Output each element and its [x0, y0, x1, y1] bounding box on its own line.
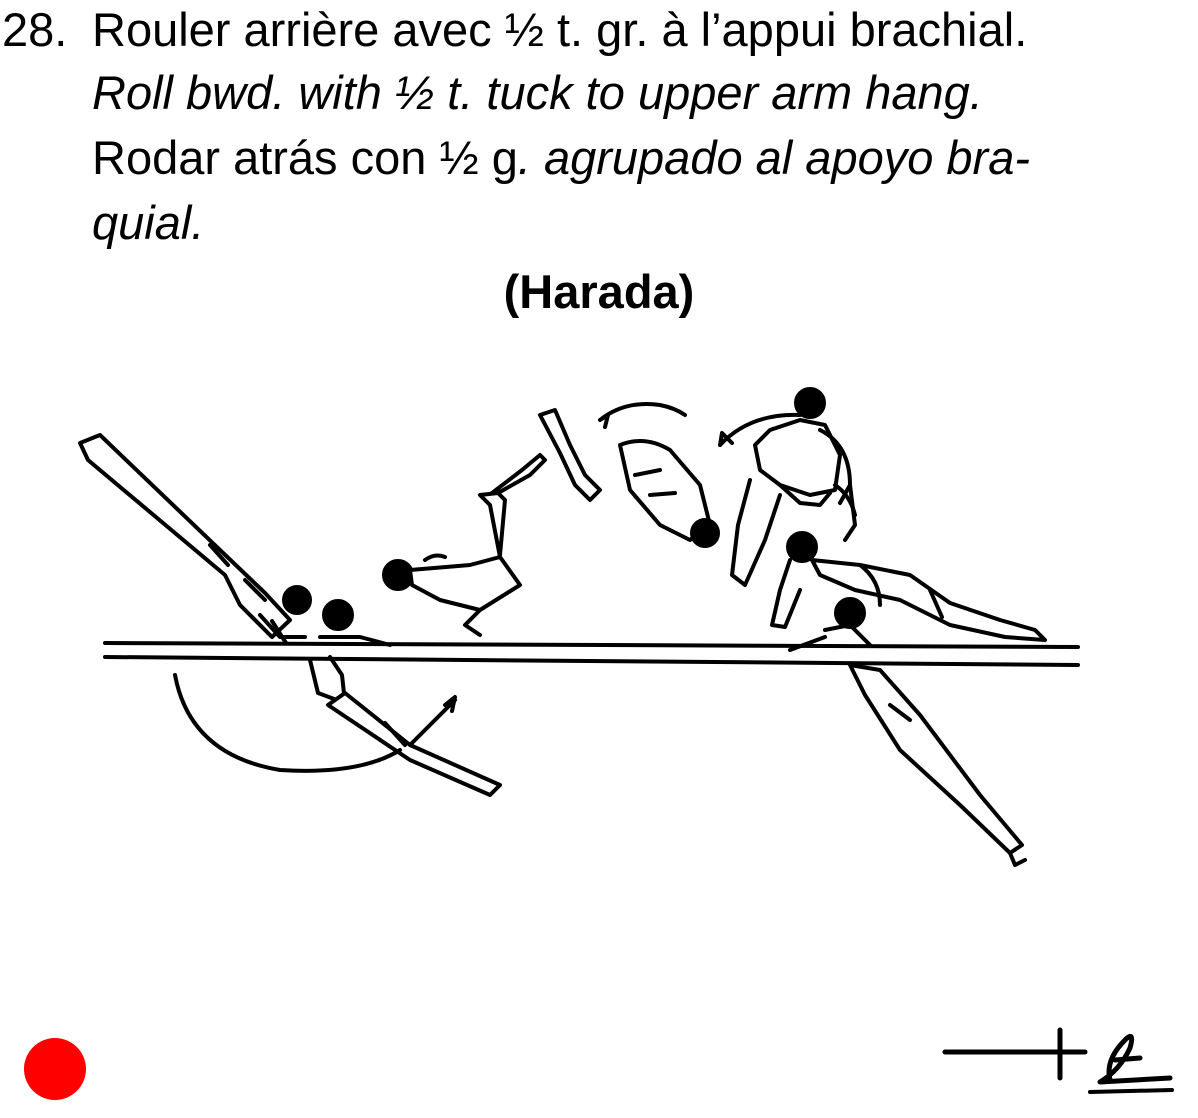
element-author: (Harada): [503, 265, 695, 318]
description-spanish-italic: . agrupado al apoyo bra-: [517, 131, 1030, 184]
gymnast-parallel-bars-figure: [78, 387, 1080, 867]
description-spanish-upright: Rodar atrás con ½ g: [92, 131, 518, 184]
element-number: 28.: [2, 3, 68, 56]
description-spanish-continued: quial.: [92, 196, 205, 249]
description-spanish: Rodar atrás con ½ g. agrupado al apoyo b…: [92, 128, 1030, 188]
description-english: Roll bwd. with ½ t. tuck to upper arm ha…: [92, 66, 983, 119]
description-french: Rouler arrière avec ½ t. gr. à l’appui b…: [92, 3, 1028, 56]
red-dot: [24, 1038, 86, 1100]
element-notation-symbol: [942, 1027, 1174, 1094]
